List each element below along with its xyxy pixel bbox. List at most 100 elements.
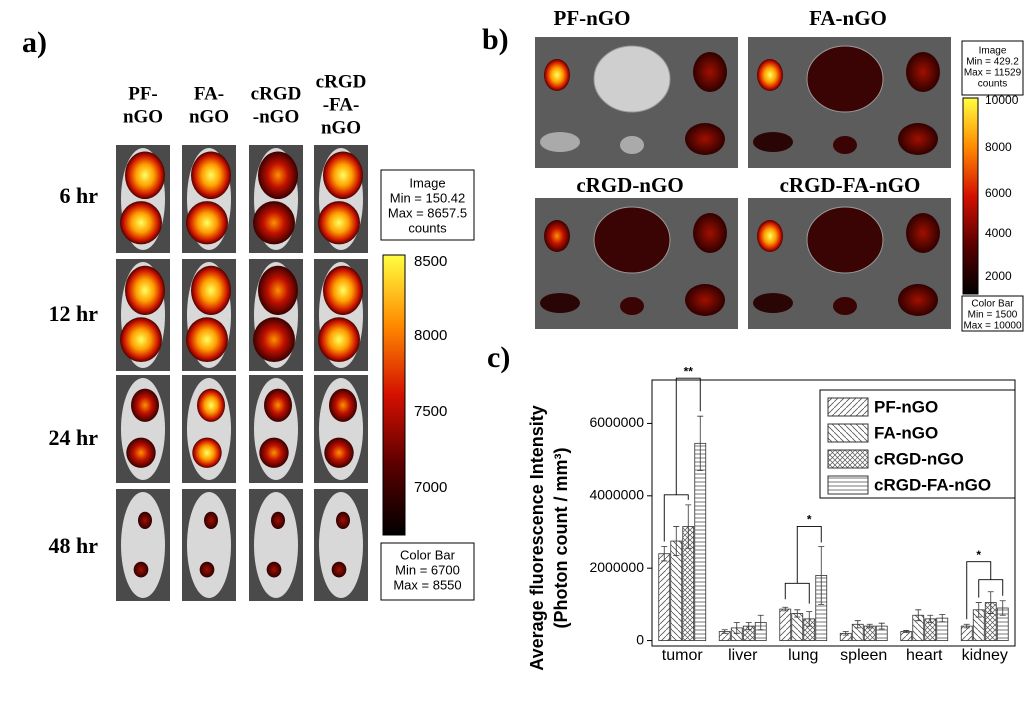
info-text: counts [408,220,447,235]
signal [323,151,363,200]
organ [540,132,580,152]
signal [197,388,225,422]
error-bar [999,600,1006,616]
legend-swatch [827,475,869,495]
error-bar [878,622,885,630]
info-text: Max = 8657.5 [388,205,467,220]
signal [259,437,289,468]
organ [685,284,725,316]
organ [757,220,783,252]
significance-mark: * [976,548,981,562]
info-box [961,40,1024,96]
y-tick-label: 4000000 [589,487,644,503]
colorbar-tick-label: 7500 [414,403,447,420]
info-text: Max = 10000 [963,321,1022,332]
signal [125,151,165,200]
error-bar [963,623,970,629]
signal [258,151,298,200]
error-bar [854,620,861,629]
error-bar [818,546,825,605]
info-text: Image [409,175,445,190]
signal [331,561,347,578]
image-title: FA-nGO [809,6,887,30]
x-tick-label: kidney [962,647,1008,664]
x-tick-label: heart [906,647,943,664]
x-tick-label: spleen [840,647,887,664]
colorbar [382,254,406,536]
image-title: cRGD-nGO [576,173,683,197]
mouse-body [121,492,165,598]
row-label: 24 hr [49,425,99,450]
signal [131,388,159,422]
error-bar [733,622,740,634]
colorbar-tick-label: 4000 [985,226,1012,240]
colorbar-tick-label: 8500 [414,253,447,270]
x-tick-label: lung [788,647,818,664]
organ [540,293,580,313]
signal [191,151,231,200]
error-bar [915,609,922,622]
error-bar [927,614,934,623]
legend-label: cRGD-nGO [874,449,964,468]
organ [833,136,857,154]
signal [133,561,149,578]
row-label: 12 hr [49,301,99,326]
organ [685,123,725,155]
signal [192,437,222,468]
legend-swatch [827,397,869,417]
error-bar [939,614,946,623]
organ [833,297,857,315]
error-bar [685,504,692,549]
signal [323,265,363,315]
info-text: Max = 11529 [964,68,1022,79]
organ [593,206,671,274]
colorbar [962,97,979,295]
organ [693,52,727,92]
error-bar [806,611,813,627]
y-axis-label: (Photon count / mm³) [551,448,571,629]
column-header: cRGD [251,83,302,104]
panel-label: b) [482,23,509,56]
column-header: nGO [123,106,163,127]
info-box [380,542,475,601]
bar [658,553,671,641]
info-text: Min = 150.42 [390,190,466,205]
error-bar [697,415,704,471]
organ [620,136,644,154]
column-header: nGO [189,106,229,127]
signal [191,265,231,315]
info-text: Min = 1500 [968,310,1018,321]
colorbar-tick-label: 10000 [985,93,1019,107]
mouse-body [187,492,231,598]
significance-bracket [796,526,822,584]
signal [329,388,357,422]
error-bar [866,623,873,629]
signal [120,317,162,363]
signal [125,265,165,315]
signal [186,317,228,363]
significance-mark: * [807,513,812,527]
signal [324,437,354,468]
error-bar [757,614,764,631]
info-text: Min = 429.2 [966,57,1019,68]
info-box [380,169,475,241]
row-label: 6 hr [60,183,99,208]
signal [264,388,292,422]
info-text: Color Bar [971,299,1014,310]
info-text: Max = 8550 [393,577,461,592]
organ [898,284,938,316]
info-text: Min = 6700 [395,562,460,577]
plot-frame [651,379,1016,647]
column-header: -FA- [323,94,360,115]
error-bar [745,622,752,631]
organ [753,293,793,313]
signal [186,201,228,245]
signal [138,511,152,529]
mouse-body [319,492,363,598]
organ [620,297,644,315]
colorbar-tick-label: 2000 [985,269,1012,283]
organ [544,59,570,91]
error-bar [721,629,728,634]
